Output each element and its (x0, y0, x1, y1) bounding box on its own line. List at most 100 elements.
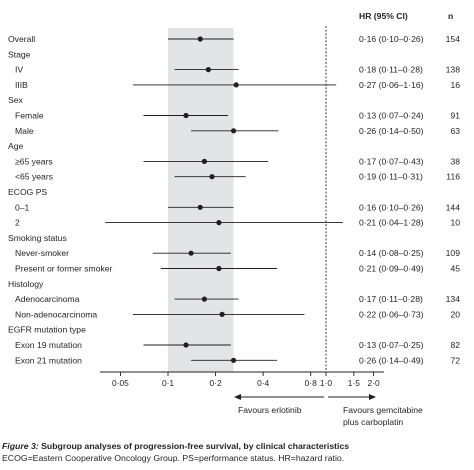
n-value: 45 (450, 264, 460, 274)
row-label: Exon 19 mutation (15, 340, 82, 350)
row-label: <65 years (15, 172, 53, 182)
n-value: 82 (450, 340, 460, 350)
favours-left-label: Favours erlotinib (238, 405, 302, 415)
subgroup-row: Exon 19 mutation 0·13 (0·07–0·25) 82 (15, 340, 460, 350)
rows-layer: Overall 0·16 (0·10–0·26) 154 Stage IV 0·18 (0… (8, 34, 460, 365)
subgroup-header-label: EGFR mutation type (8, 325, 86, 335)
n-value: 63 (450, 126, 460, 136)
caption-title-text: Subgroup analyses of progression-free su… (38, 441, 350, 451)
favours-right-label-line1: Favours gemcitabine (343, 405, 423, 415)
n-value: 10 (450, 218, 460, 228)
subgroup-header-row: Histology (8, 279, 44, 289)
row-label: Non-adenocarcinoma (15, 309, 97, 319)
x-tick-label: 2·0 (368, 378, 380, 388)
row-label: IV (15, 65, 23, 75)
subgroup-row: <65 years 0·19 (0·11–0·31) 116 (15, 172, 460, 182)
n-value: 116 (446, 172, 460, 182)
subgroup-row: Male 0·26 (0·14–0·50) 63 (15, 126, 460, 136)
subgroup-row: IIIB 0·27 (0·06–1·16) 16 (15, 80, 460, 90)
n-value: 38 (450, 156, 460, 166)
hr-point (183, 112, 189, 119)
subgroup-row: 2 0·21 (0·04–1·28) 10 (15, 218, 460, 228)
x-tick-label: 0·05 (112, 378, 129, 388)
n-value: 109 (446, 248, 461, 258)
subgroup-header-row: Age (8, 141, 24, 151)
row-label: IIIB (15, 80, 28, 90)
subgroup-row: Adenocarcinoma 0·17 (0·11–0·28) 134 (15, 294, 460, 304)
figure-caption: Figure 3: Subgroup analyses of progressi… (2, 440, 474, 464)
x-axis: 0·05 0·1 0·2 0·4 0·8 1·0 1·5 2·0 (100, 371, 384, 388)
hr-ci-value: 0·16 (0·10–0·26) (359, 34, 424, 44)
subgroup-header-label: Smoking status (8, 233, 67, 243)
row-label: Overall (8, 34, 35, 44)
hr-point (230, 128, 237, 134)
subgroup-header-label: Sex (8, 95, 24, 105)
hr-point (233, 82, 239, 88)
subgroup-header-label: Age (8, 141, 24, 151)
hr-ci-value: 0·22 (0·06–0·73) (359, 309, 424, 319)
hr-point (201, 158, 208, 164)
hr-point (188, 250, 194, 256)
hr-point (216, 265, 222, 272)
hr-ci-value: 0·17 (0·07–0·43) (359, 156, 424, 166)
hr-ci-value: 0·21 (0·09–0·49) (359, 264, 424, 274)
n-value: 138 (446, 65, 461, 75)
row-label: Present or former smoker (15, 264, 113, 274)
row-label: 0–1 (15, 202, 30, 212)
hr-point (197, 204, 203, 210)
x-tick-label: 0·4 (257, 378, 269, 388)
x-tick-label: 0·1 (162, 378, 174, 388)
n-value: 20 (450, 309, 460, 319)
row-label: Exon 21 mutation (15, 355, 82, 365)
row-label: 2 (15, 218, 20, 228)
row-label: ≥65 years (15, 156, 53, 166)
n-value: 72 (450, 355, 460, 365)
subgroup-row: Never-smoker 0·14 (0·08–0·25) 109 (15, 248, 460, 258)
favours-right-label-line2: plus carboplatin (343, 417, 403, 427)
hr-point (197, 36, 203, 42)
caption-note: ECOG=Eastern Cooperative Oncology Group.… (2, 453, 345, 463)
hr-ci-value: 0·21 (0·04–1·28) (359, 218, 424, 228)
hr-ci-value: 0·13 (0·07–0·24) (359, 111, 424, 121)
hr-point (201, 296, 208, 302)
subgroup-row: ≥65 years 0·17 (0·07–0·43) 38 (15, 156, 460, 166)
shaded-band-layer (168, 28, 234, 372)
x-tick-label: 0·2 (210, 378, 222, 388)
n-value: 91 (450, 111, 460, 121)
subgroup-header-row: EGFR mutation type (8, 325, 86, 335)
subgroup-row: Exon 21 mutation 0·26 (0·14–0·49) 72 (15, 355, 460, 365)
hr-point (230, 357, 237, 363)
shaded-band (168, 28, 234, 372)
subgroup-header-row: Stage (8, 49, 31, 59)
subgroup-row: Overall 0·16 (0·10–0·26) 154 (8, 34, 460, 44)
figure-label: Figure 3: (2, 441, 39, 451)
caption-title: Figure 3: Subgroup analyses of progressi… (2, 440, 474, 452)
favours-right-arrowhead (369, 394, 376, 400)
favours-annotations: Favours erlotinib Favours gemcitabine pl… (234, 394, 423, 427)
x-tick-label: 1·0 (320, 378, 332, 388)
subgroup-header-row: ECOG PS (8, 187, 47, 197)
x-tick-label: 1·5 (348, 378, 360, 388)
hr-point (209, 174, 215, 180)
subgroup-header-label: Histology (8, 279, 44, 289)
hr-point (219, 311, 225, 317)
subgroup-header-row: Sex (8, 95, 24, 105)
hr-ci-value: 0·19 (0·11–0·31) (359, 172, 423, 182)
n-column-header: n (448, 11, 453, 21)
hr-ci-value: 0·26 (0·14–0·50) (359, 126, 424, 136)
subgroup-header-label: ECOG PS (8, 187, 47, 197)
hr-column-header: HR (95% CI) (359, 11, 408, 21)
row-label: Adenocarcinoma (15, 294, 80, 304)
hr-ci-value: 0·13 (0·07–0·25) (359, 340, 424, 350)
hr-ci-value: 0·26 (0·14–0·49) (359, 355, 424, 365)
subgroup-header-row: Smoking status (8, 233, 67, 243)
n-value: 134 (446, 294, 461, 304)
hr-ci-value: 0·16 (0·10–0·26) (359, 202, 424, 212)
row-label: Never-smoker (15, 248, 69, 258)
hr-point (183, 342, 189, 348)
n-value: 154 (446, 34, 461, 44)
subgroup-header-label: Stage (8, 49, 31, 59)
hr-ci-value: 0·14 (0·08–0·25) (359, 248, 424, 258)
hr-ci-value: 0·18 (0·11–0·28) (359, 65, 423, 75)
